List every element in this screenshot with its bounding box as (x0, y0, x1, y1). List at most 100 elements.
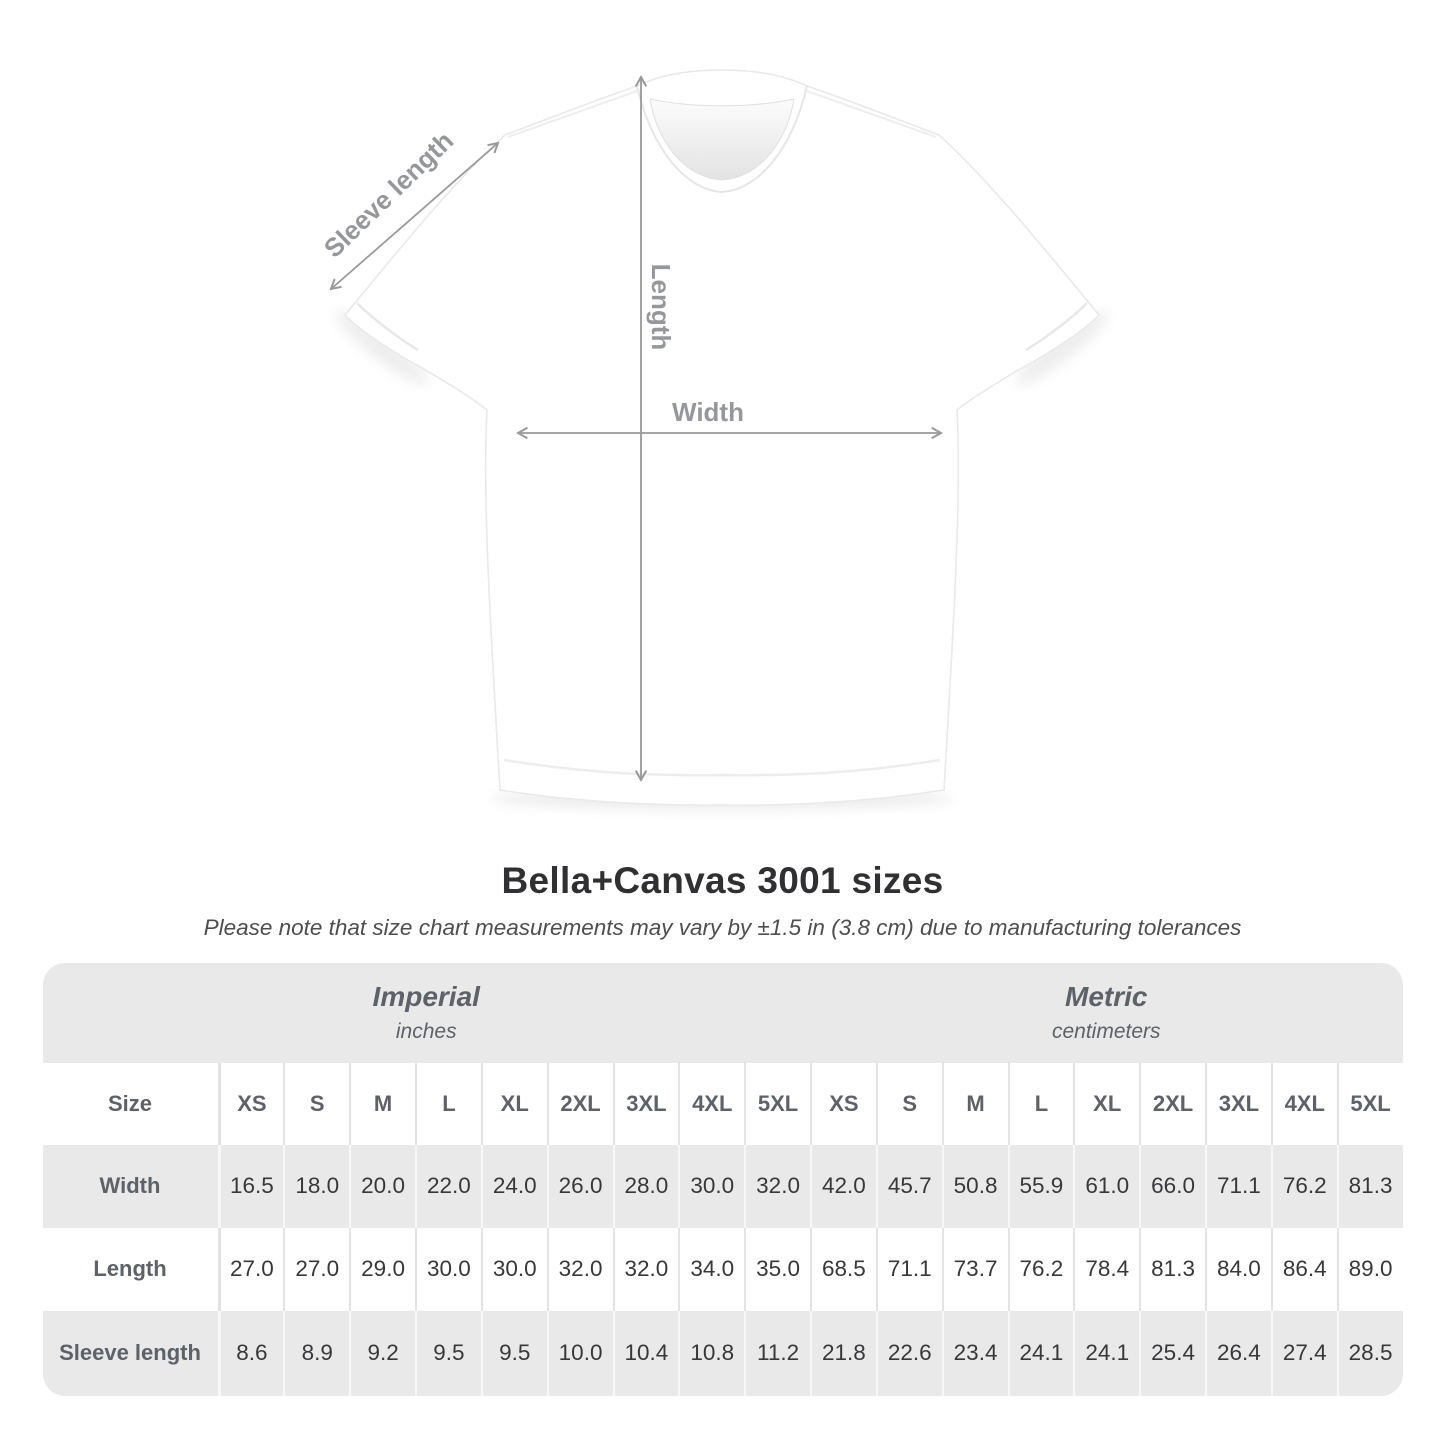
sleeve-metric-3xl: 26.4 (1205, 1310, 1271, 1396)
size-col-metric-m: M (941, 1062, 1008, 1145)
size-col-imperial-m: M (349, 1062, 415, 1145)
width-metric-xs: 42.0 (810, 1144, 876, 1228)
hem-seam (503, 758, 941, 777)
tshirt-illustration: Sleeve length Length Width (318, 69, 1109, 809)
metric-unit: centimeters (1051, 1020, 1161, 1044)
width-label: Width (672, 397, 744, 427)
width-imperial-s: 18.0 (283, 1144, 349, 1228)
imperial-title: Imperial (372, 981, 480, 1013)
length-imperial-2xl: 32.0 (546, 1227, 613, 1311)
sleeve-imperial-5xl: 11.2 (744, 1310, 810, 1396)
width-imperial-3xl: 28.0 (612, 1144, 679, 1228)
row-label-width: Width (99, 1173, 161, 1199)
shoulder-seam-right (803, 89, 937, 138)
sleeve-metric-l: 24.1 (1007, 1310, 1074, 1396)
length-imperial-m: 29.0 (349, 1227, 415, 1311)
width-imperial-xl: 24.0 (480, 1144, 547, 1228)
size-col-metric-5xl: 5XL (1336, 1062, 1403, 1145)
metric-header: Metric centimeters (810, 963, 1403, 1063)
length-imperial-s: 27.0 (283, 1227, 349, 1311)
length-metric-xl: 78.4 (1073, 1227, 1139, 1311)
sleeve-length-arrow (331, 143, 498, 289)
width-metric-5xl: 81.3 (1336, 1144, 1403, 1228)
size-col-imperial-s: S (283, 1062, 349, 1145)
size-col-metric-4xl: 4XL (1270, 1062, 1337, 1145)
length-metric-m: 73.7 (941, 1227, 1008, 1311)
length-metric-xs: 68.5 (810, 1227, 876, 1311)
unit-header-row: Imperial inches Metric centimeters (42, 962, 1403, 1063)
size-col-metric-l: L (1007, 1062, 1074, 1145)
sleeve-metric-4xl: 27.4 (1270, 1310, 1337, 1396)
size-col-metric-3xl: 3XL (1205, 1062, 1271, 1145)
size-col-imperial-2xl: 2XL (546, 1062, 613, 1145)
sleeve-imperial-xs: 8.6 (217, 1310, 284, 1396)
row-label-length: Length (93, 1256, 167, 1282)
sleeve-imperial-xl: 9.5 (480, 1310, 547, 1396)
length-imperial-5xl: 35.0 (744, 1227, 810, 1311)
width-imperial-4xl: 30.0 (678, 1144, 744, 1228)
width-metric-4xl: 76.2 (1270, 1144, 1337, 1228)
cuff-seam-left (356, 302, 419, 352)
width-imperial-5xl: 32.0 (744, 1144, 810, 1228)
length-metric-l: 76.2 (1007, 1227, 1074, 1311)
size-col-imperial-xl: XL (480, 1062, 547, 1145)
width-metric-2xl: 66.0 (1139, 1144, 1205, 1228)
sleeve-metric-2xl: 25.4 (1139, 1310, 1205, 1396)
table-row-length: Length 27.0 27.0 29.0 30.0 30.0 32.0 32.… (42, 1227, 1403, 1311)
sleeve-metric-m: 23.4 (941, 1310, 1008, 1396)
size-col-imperial-5xl: 5XL (744, 1062, 810, 1145)
sleeve-imperial-3xl: 10.4 (612, 1310, 679, 1396)
page-title: Bella+Canvas 3001 sizes (501, 860, 944, 901)
width-metric-l: 55.9 (1007, 1144, 1074, 1228)
table-row-sleeve-length: Sleeve length 8.6 8.9 9.2 9.5 9.5 10.0 1… (42, 1310, 1403, 1396)
sleeve-imperial-2xl: 10.0 (546, 1310, 613, 1396)
width-imperial-l: 22.0 (415, 1144, 481, 1228)
size-col-imperial-3xl: 3XL (612, 1062, 679, 1145)
neck-opening (649, 98, 795, 181)
metric-title: Metric (1065, 981, 1148, 1013)
width-metric-s: 45.7 (875, 1144, 942, 1228)
length-imperial-xs: 27.0 (217, 1227, 284, 1311)
length-metric-3xl: 84.0 (1205, 1227, 1271, 1311)
cuff-seam-right (1025, 302, 1088, 352)
sleeve-imperial-l: 9.5 (415, 1310, 481, 1396)
sleeve-imperial-s: 8.9 (283, 1310, 349, 1396)
width-metric-m: 50.8 (941, 1144, 1008, 1228)
size-col-imperial-xs: XS (217, 1062, 284, 1145)
imperial-header: Imperial inches (43, 963, 811, 1063)
width-metric-xl: 61.0 (1073, 1144, 1139, 1228)
length-metric-s: 71.1 (875, 1227, 942, 1311)
sleeve-metric-s: 22.6 (875, 1310, 942, 1396)
size-col-metric-s: S (875, 1062, 942, 1145)
size-col-metric-2xl: 2XL (1139, 1062, 1205, 1145)
collar-seam (636, 85, 808, 194)
size-corner-label: Size (107, 1090, 153, 1116)
size-col-imperial-4xl: 4XL (678, 1062, 744, 1145)
tolerance-note: Please note that size chart measurements… (203, 914, 1242, 940)
length-imperial-xl: 30.0 (480, 1227, 547, 1311)
size-header-row: Size XS S M L XL 2XL 3XL 4XL 5XL XS S M … (42, 1062, 1403, 1145)
length-imperial-3xl: 32.0 (612, 1227, 679, 1311)
length-metric-2xl: 81.3 (1139, 1227, 1205, 1311)
sleeve-imperial-m: 9.2 (349, 1310, 415, 1396)
length-metric-5xl: 89.0 (1336, 1227, 1403, 1311)
shoulder-seam-left (507, 89, 641, 138)
size-col-metric-xs: XS (810, 1062, 876, 1145)
sleeve-metric-5xl: 28.5 (1336, 1310, 1403, 1396)
sleeve-metric-xs: 21.8 (810, 1310, 876, 1396)
size-col-imperial-l: L (415, 1062, 481, 1145)
tshirt-measurement-diagram: Sleeve length Length Width (318, 69, 1109, 809)
length-metric-4xl: 86.4 (1270, 1227, 1337, 1311)
row-label-sleeve-length: Sleeve length (59, 1340, 201, 1366)
sleeve-metric-xl: 24.1 (1073, 1310, 1139, 1396)
width-imperial-xs: 16.5 (217, 1144, 284, 1228)
length-imperial-l: 30.0 (415, 1227, 481, 1311)
imperial-unit: inches (395, 1020, 457, 1044)
sleeve-imperial-4xl: 10.8 (678, 1310, 744, 1396)
width-imperial-2xl: 26.0 (546, 1144, 613, 1228)
length-imperial-4xl: 34.0 (678, 1227, 744, 1311)
size-chart-table: Imperial inches Metric centimeters Size … (42, 962, 1403, 1396)
table-row-width: Width 16.5 18.0 20.0 22.0 24.0 26.0 28.0… (42, 1144, 1403, 1228)
length-label: Length (646, 264, 676, 351)
